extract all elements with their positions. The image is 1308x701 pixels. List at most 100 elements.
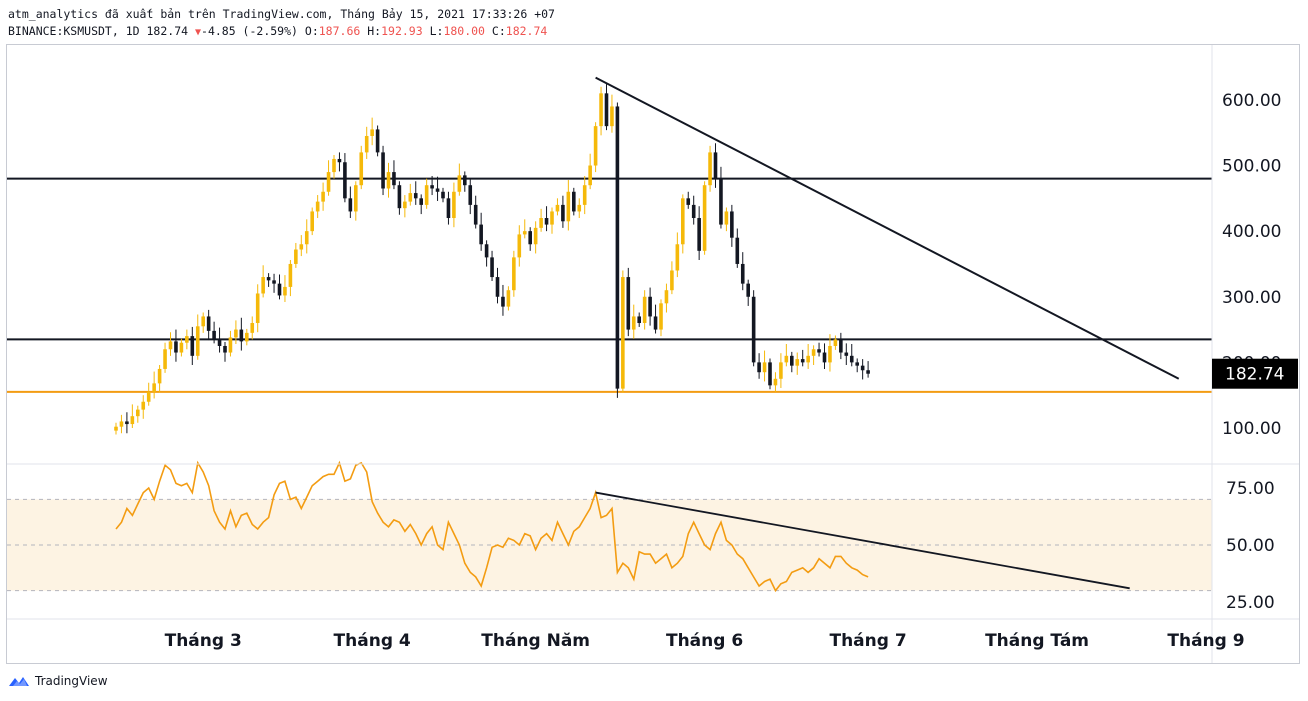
candle bbox=[343, 153, 347, 203]
candle bbox=[604, 84, 609, 131]
candle-body bbox=[375, 129, 380, 153]
candle-body bbox=[506, 290, 511, 307]
candle bbox=[463, 171, 467, 192]
candle bbox=[114, 422, 118, 435]
price-tick-label: 100.00 bbox=[1222, 419, 1281, 439]
candle bbox=[430, 176, 434, 196]
rsi-tick-label: 75.00 bbox=[1226, 479, 1275, 499]
candle bbox=[610, 94, 614, 133]
candle bbox=[506, 286, 511, 311]
candle-body bbox=[566, 191, 571, 222]
candle-body bbox=[501, 296, 505, 307]
candle bbox=[212, 321, 216, 344]
candle-body bbox=[800, 359, 805, 363]
candle bbox=[768, 358, 772, 390]
month-tick-label: Tháng 9 bbox=[1167, 631, 1244, 651]
candle-body bbox=[839, 339, 843, 353]
month-tick-label: Tháng 4 bbox=[334, 631, 411, 651]
candle-body bbox=[304, 231, 309, 245]
candle bbox=[266, 273, 271, 287]
candle-body bbox=[664, 290, 669, 304]
candle-body bbox=[283, 286, 287, 296]
candle-body bbox=[119, 421, 124, 427]
candle bbox=[653, 304, 658, 334]
candle-body bbox=[724, 211, 729, 225]
candle bbox=[375, 125, 380, 157]
candle-body bbox=[730, 211, 734, 238]
candle-body bbox=[315, 201, 320, 212]
candle-body bbox=[468, 185, 473, 205]
candle bbox=[757, 353, 761, 379]
candle bbox=[659, 299, 663, 337]
candle-body bbox=[212, 330, 216, 340]
candle-body bbox=[784, 355, 789, 363]
candle-body bbox=[653, 316, 658, 330]
candle-body bbox=[332, 158, 336, 173]
candle bbox=[800, 349, 805, 367]
candle bbox=[288, 260, 293, 297]
candle-body bbox=[735, 237, 740, 264]
rsi-trendline bbox=[595, 491, 1130, 590]
candle-body bbox=[855, 362, 859, 366]
candle bbox=[413, 181, 418, 205]
candle-body bbox=[185, 336, 189, 343]
candle-body bbox=[686, 198, 691, 205]
candle bbox=[403, 195, 407, 218]
rsi-tick-label: 25.00 bbox=[1226, 593, 1275, 613]
candle-body bbox=[190, 336, 195, 356]
candle bbox=[321, 182, 325, 211]
candle-body bbox=[708, 152, 712, 186]
candle bbox=[550, 207, 554, 234]
candle bbox=[555, 198, 560, 216]
candle-body bbox=[822, 352, 827, 363]
candle-body bbox=[849, 355, 854, 363]
candle bbox=[849, 344, 854, 367]
candle-body bbox=[599, 93, 603, 127]
candle bbox=[348, 186, 353, 219]
candle-body bbox=[179, 342, 184, 353]
candle-body bbox=[610, 106, 614, 127]
price-trendline bbox=[595, 76, 1180, 380]
month-tick-label: Tháng 3 bbox=[165, 631, 242, 651]
candle bbox=[457, 163, 462, 196]
month-tick-label: Tháng Năm bbox=[481, 631, 590, 651]
candle bbox=[310, 207, 314, 236]
candle bbox=[566, 179, 571, 231]
candle bbox=[719, 166, 723, 229]
candle-body bbox=[430, 185, 434, 189]
candle bbox=[866, 361, 870, 378]
candle-body bbox=[528, 231, 532, 245]
candle bbox=[136, 405, 140, 423]
candle-body bbox=[637, 316, 641, 324]
candle bbox=[621, 270, 625, 393]
candle-body bbox=[833, 339, 838, 346]
candle-body bbox=[125, 421, 129, 425]
candle bbox=[860, 359, 865, 380]
candle-body bbox=[441, 191, 445, 199]
candle bbox=[283, 275, 287, 303]
price-tick-label: 400.00 bbox=[1222, 222, 1281, 242]
candle bbox=[441, 187, 445, 203]
candle-body bbox=[337, 158, 342, 163]
candle bbox=[539, 208, 543, 232]
candle bbox=[544, 206, 549, 232]
candle bbox=[152, 371, 156, 399]
candle bbox=[811, 345, 816, 366]
low-value: 180.00 bbox=[443, 24, 485, 38]
candle bbox=[261, 265, 265, 298]
candle-body bbox=[157, 368, 162, 384]
candle-body bbox=[659, 303, 663, 330]
candle-body bbox=[572, 191, 576, 212]
candle bbox=[561, 195, 565, 228]
candle bbox=[294, 242, 298, 268]
candle-body bbox=[697, 218, 701, 251]
candle bbox=[740, 252, 745, 291]
candle bbox=[397, 181, 402, 215]
candle bbox=[419, 194, 423, 215]
candle bbox=[201, 312, 205, 333]
candle-body bbox=[779, 362, 783, 379]
candle bbox=[806, 344, 810, 369]
candle-body bbox=[490, 257, 494, 278]
candle-body bbox=[473, 204, 478, 225]
